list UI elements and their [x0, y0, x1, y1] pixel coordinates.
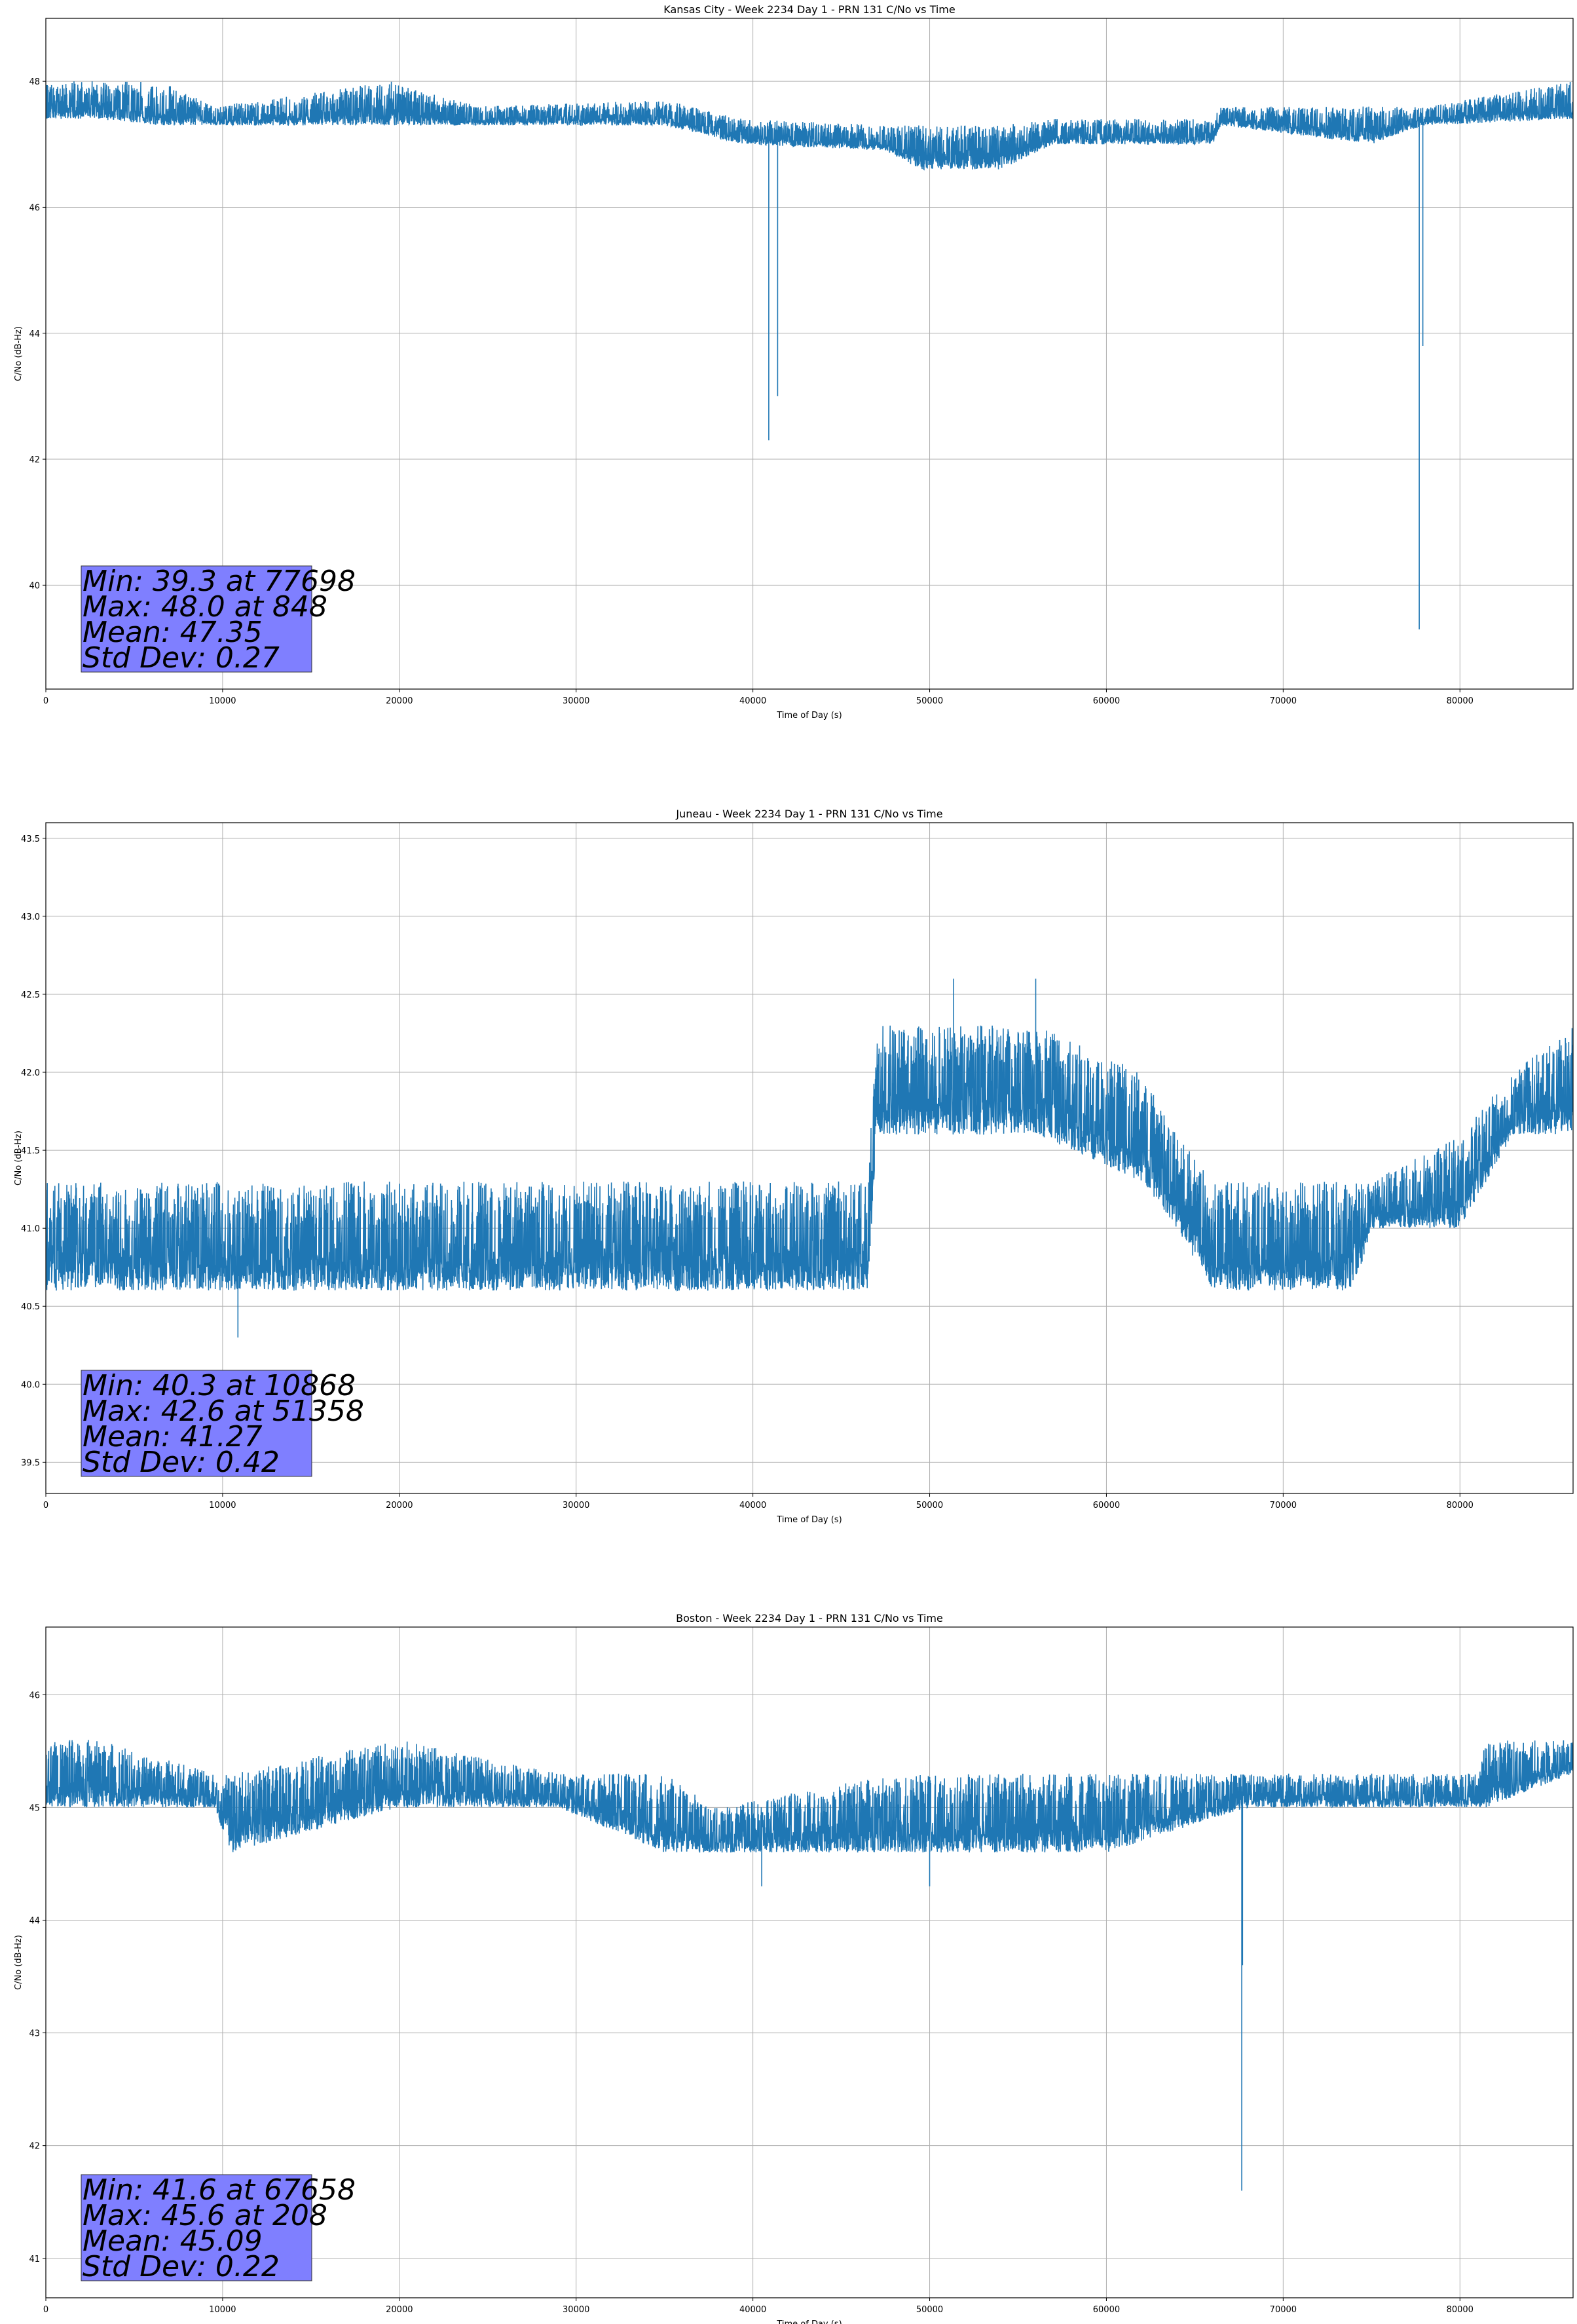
x-tick-label: 20000 — [386, 1501, 413, 1510]
stats-max: Max: 42.6 at 51358 — [83, 1395, 364, 1428]
stats-min: Min: 41.6 at 67658 — [83, 2173, 356, 2207]
x-tick-label: 30000 — [563, 696, 589, 706]
x-tick-label: 50000 — [916, 1501, 943, 1510]
stats-box — [81, 565, 312, 673]
y-tick-label: 46 — [29, 1691, 40, 1700]
x-tick-label: 60000 — [1093, 696, 1120, 706]
stats-min: Min: 40.3 at 10868 — [83, 1369, 356, 1402]
y-tick-label: 48 — [29, 77, 40, 87]
y-axis-label: C/No (dB-Hz) — [14, 326, 24, 381]
series-line-cno — [46, 1740, 1573, 2191]
y-tick-label: 42 — [29, 455, 40, 465]
stats-max: Max: 45.6 at 208 — [83, 2199, 327, 2232]
x-axis-label: Time of Day (s) — [776, 711, 842, 721]
stats-max: Max: 48.0 at 848 — [83, 590, 327, 624]
x-tick-label: 0 — [43, 1501, 48, 1510]
stats-std: Std Dev: 0.42 — [83, 1446, 280, 1479]
stats-box — [81, 1370, 312, 1477]
series-line-cno — [46, 81, 1573, 629]
x-tick-label: 70000 — [1270, 696, 1297, 706]
y-tick-label: 44 — [29, 329, 40, 339]
x-tick-label: 80000 — [1447, 1501, 1474, 1510]
x-tick-label: 80000 — [1447, 2305, 1474, 2315]
x-tick-label: 60000 — [1093, 2305, 1120, 2315]
stats-std: Std Dev: 0.27 — [83, 641, 280, 675]
y-axis-label: C/No (dB-Hz) — [14, 1131, 24, 1186]
x-tick-label: 10000 — [209, 696, 236, 706]
x-tick-label: 70000 — [1270, 2305, 1297, 2315]
y-tick-label: 40.0 — [21, 1380, 40, 1390]
y-tick-label: 46 — [29, 203, 40, 213]
y-tick-label: 40.5 — [21, 1302, 40, 1312]
y-tick-label: 43.0 — [21, 912, 40, 922]
axes-frame — [45, 18, 1574, 690]
stats-box — [81, 2174, 312, 2281]
y-tick-label: 45 — [29, 1803, 40, 1813]
series-line-cno — [46, 979, 1573, 1338]
y-tick-label: 43.5 — [21, 834, 40, 844]
chart-title: Boston - Week 2234 Day 1 - PRN 131 C/No … — [676, 1612, 943, 1624]
chart-title: Juneau - Week 2234 Day 1 - PRN 131 C/No … — [675, 808, 942, 820]
x-tick-label: 50000 — [916, 696, 943, 706]
y-tick-label: 40 — [29, 581, 40, 591]
y-tick-label: 43 — [29, 2029, 40, 2039]
x-tick-label: 30000 — [563, 1501, 589, 1510]
x-tick-label: 10000 — [209, 1501, 236, 1510]
x-axis-label: Time of Day (s) — [776, 1515, 842, 1525]
grid — [46, 823, 1573, 1493]
axes-frame — [45, 822, 1574, 1494]
y-tick-label: 42.5 — [21, 990, 40, 1000]
x-tick-label: 80000 — [1447, 696, 1474, 706]
stats-min: Min: 39.3 at 77698 — [83, 565, 356, 598]
chart-panel-2: 0 10000 20000 30000 40000 50000 60000 70000 8000… — [14, 1612, 1574, 2324]
y-tick-label: 42.0 — [21, 1068, 40, 1078]
y-tick-label: 41.5 — [21, 1146, 40, 1156]
x-tick-label: 20000 — [386, 2305, 413, 2315]
x-tick-label: 50000 — [916, 2305, 943, 2315]
x-tick-label: 40000 — [739, 2305, 766, 2315]
x-axis-label: Time of Day (s) — [776, 2319, 842, 2324]
x-tick-label: 20000 — [386, 696, 413, 706]
y-tick-label: 44 — [29, 1916, 40, 1926]
chart-panel-1: 0 10000 20000 30000 40000 50000 60000 70000 8000… — [14, 808, 1574, 1525]
x-tick-label: 0 — [43, 2305, 48, 2315]
stats-std: Std Dev: 0.22 — [83, 2250, 280, 2283]
chart-title: Kansas City - Week 2234 Day 1 - PRN 131 … — [663, 3, 955, 16]
axes-frame — [45, 1626, 1574, 2298]
y-tick-label: 42 — [29, 2142, 40, 2152]
x-tick-label: 60000 — [1093, 1501, 1120, 1510]
x-tick-label: 10000 — [209, 2305, 236, 2315]
x-tick-label: 40000 — [739, 1501, 766, 1510]
chart-panel-0: 0 10000 20000 30000 40000 50000 60000 70000 8000… — [14, 3, 1574, 721]
x-tick-label: 70000 — [1270, 1501, 1297, 1510]
stats-mean: Mean: 45.09 — [83, 2224, 263, 2258]
y-tick-label: 41 — [29, 2255, 40, 2264]
x-tick-label: 40000 — [739, 696, 766, 706]
y-tick-label: 39.5 — [21, 1458, 40, 1468]
stats-mean: Mean: 41.27 — [83, 1420, 263, 1453]
x-tick-label: 30000 — [563, 2305, 589, 2315]
y-tick-label: 41.0 — [21, 1224, 40, 1234]
stats-mean: Mean: 47.35 — [83, 616, 263, 649]
y-axis-label: C/No (dB-Hz) — [14, 1935, 24, 1990]
x-tick-label: 0 — [43, 696, 48, 706]
